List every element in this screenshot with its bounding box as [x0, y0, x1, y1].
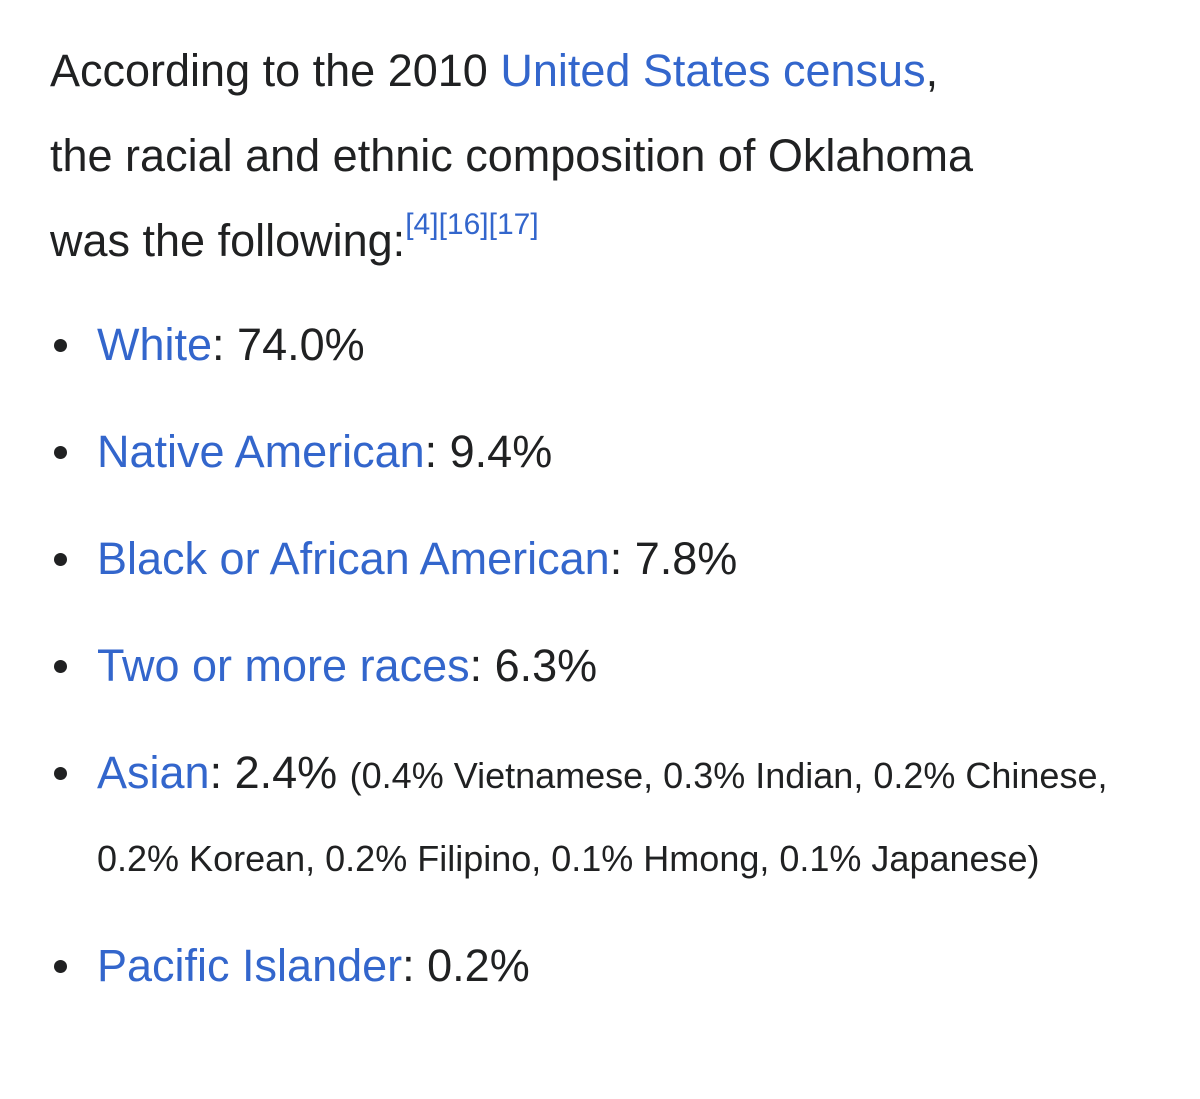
list-item: Black or African American: 7.8%: [50, 519, 1117, 599]
intro-paragraph: According to the 2010 United States cens…: [50, 28, 1150, 283]
group-link[interactable]: Asian: [97, 747, 210, 798]
group-link[interactable]: Native American: [97, 426, 425, 477]
line: According to the 2010 United States cens…: [50, 28, 1150, 113]
bullet: [54, 660, 67, 673]
bullet: [54, 446, 67, 459]
bullet: [54, 767, 67, 780]
percentage: : 6.3%: [469, 640, 598, 691]
ref-link[interactable]: [16]: [438, 208, 489, 241]
list-item: Asian: 2.4% (0.4% Vietnamese, 0.3% India…: [50, 733, 1117, 899]
bullet: [54, 960, 67, 973]
ref-link[interactable]: [4]: [405, 208, 439, 241]
composition-list: White: 74.0% Native American: 9.4% Black o…: [50, 305, 1150, 1006]
group-link[interactable]: Black or African American: [97, 533, 610, 584]
bullet: [54, 339, 67, 352]
list-item: White: 74.0%: [50, 305, 1117, 385]
percentage: : 74.0%: [212, 319, 365, 370]
text: According to the 2010: [50, 45, 488, 96]
breakdown: (0.4% Vietnamese, 0.3% Indian, 0.2% Chin…: [97, 755, 1108, 879]
text: the racial and ethnic composition of Okl…: [50, 130, 974, 181]
ref-link[interactable]: [17]: [488, 208, 539, 241]
group-link[interactable]: White: [97, 319, 213, 370]
line: was the following:[4][16][17]: [50, 198, 1150, 283]
group-link[interactable]: Two or more races: [97, 640, 470, 691]
percentage: : 7.8%: [609, 533, 738, 584]
list-item: Two or more races: 6.3%: [50, 626, 1117, 706]
bullet: [54, 553, 67, 566]
references: [4][16][17]: [405, 208, 538, 241]
text: ,: [925, 45, 939, 96]
census-link[interactable]: United States census: [500, 45, 926, 96]
percentage: : 0.2%: [402, 940, 530, 991]
text: was the following:: [50, 215, 406, 266]
group-link[interactable]: Pacific Islander: [97, 940, 403, 991]
list-item: Native American: 9.4%: [50, 412, 1117, 492]
percentage: : 9.4%: [424, 426, 553, 477]
percentage: : 2.4%: [209, 747, 338, 798]
list-item: Pacific Islander: 0.2%: [50, 926, 1117, 1006]
